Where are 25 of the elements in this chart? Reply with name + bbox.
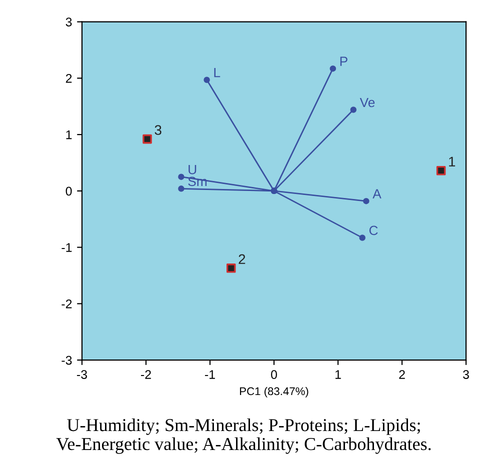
annotation: 1 <box>449 156 456 166</box>
x-tick-label: -1 <box>205 370 215 379</box>
x-tick-label: -3 <box>76 370 87 379</box>
y-tick-label: 1 <box>66 130 72 140</box>
x-tick-label: -2 <box>140 370 151 379</box>
y-tick-label: -1 <box>62 243 72 252</box>
y-tick-label: 3 <box>66 18 72 26</box>
x-tick-label: 3 <box>463 370 469 379</box>
series-label: C <box>369 226 378 236</box>
series-label: A <box>372 189 382 198</box>
y-tick-label: -3 <box>62 356 72 365</box>
series-label: P <box>340 56 348 66</box>
y-tick-label: -2 <box>62 299 72 308</box>
annotation: 3 <box>154 125 162 135</box>
series-label: U <box>188 165 196 174</box>
x-axis-title: PC1 (83.47%) <box>240 386 308 398</box>
y-tick-label: 0 <box>66 186 72 196</box>
annotation: 2 <box>238 254 246 264</box>
x-tick-label: 2 <box>399 370 405 379</box>
series-label: L <box>214 68 220 78</box>
y-tick-label: 2 <box>66 74 72 83</box>
series-label: Ve <box>360 98 375 108</box>
x-tick-label: 0 <box>271 370 277 379</box>
text: U-Humidity; Sm-Minerals; P-Proteins; L-Lipids; Ve-Energetic value; A-Alkalinity; C-Carbohydrates. <box>56 418 431 454</box>
x-tick-label: 1 <box>336 370 341 379</box>
